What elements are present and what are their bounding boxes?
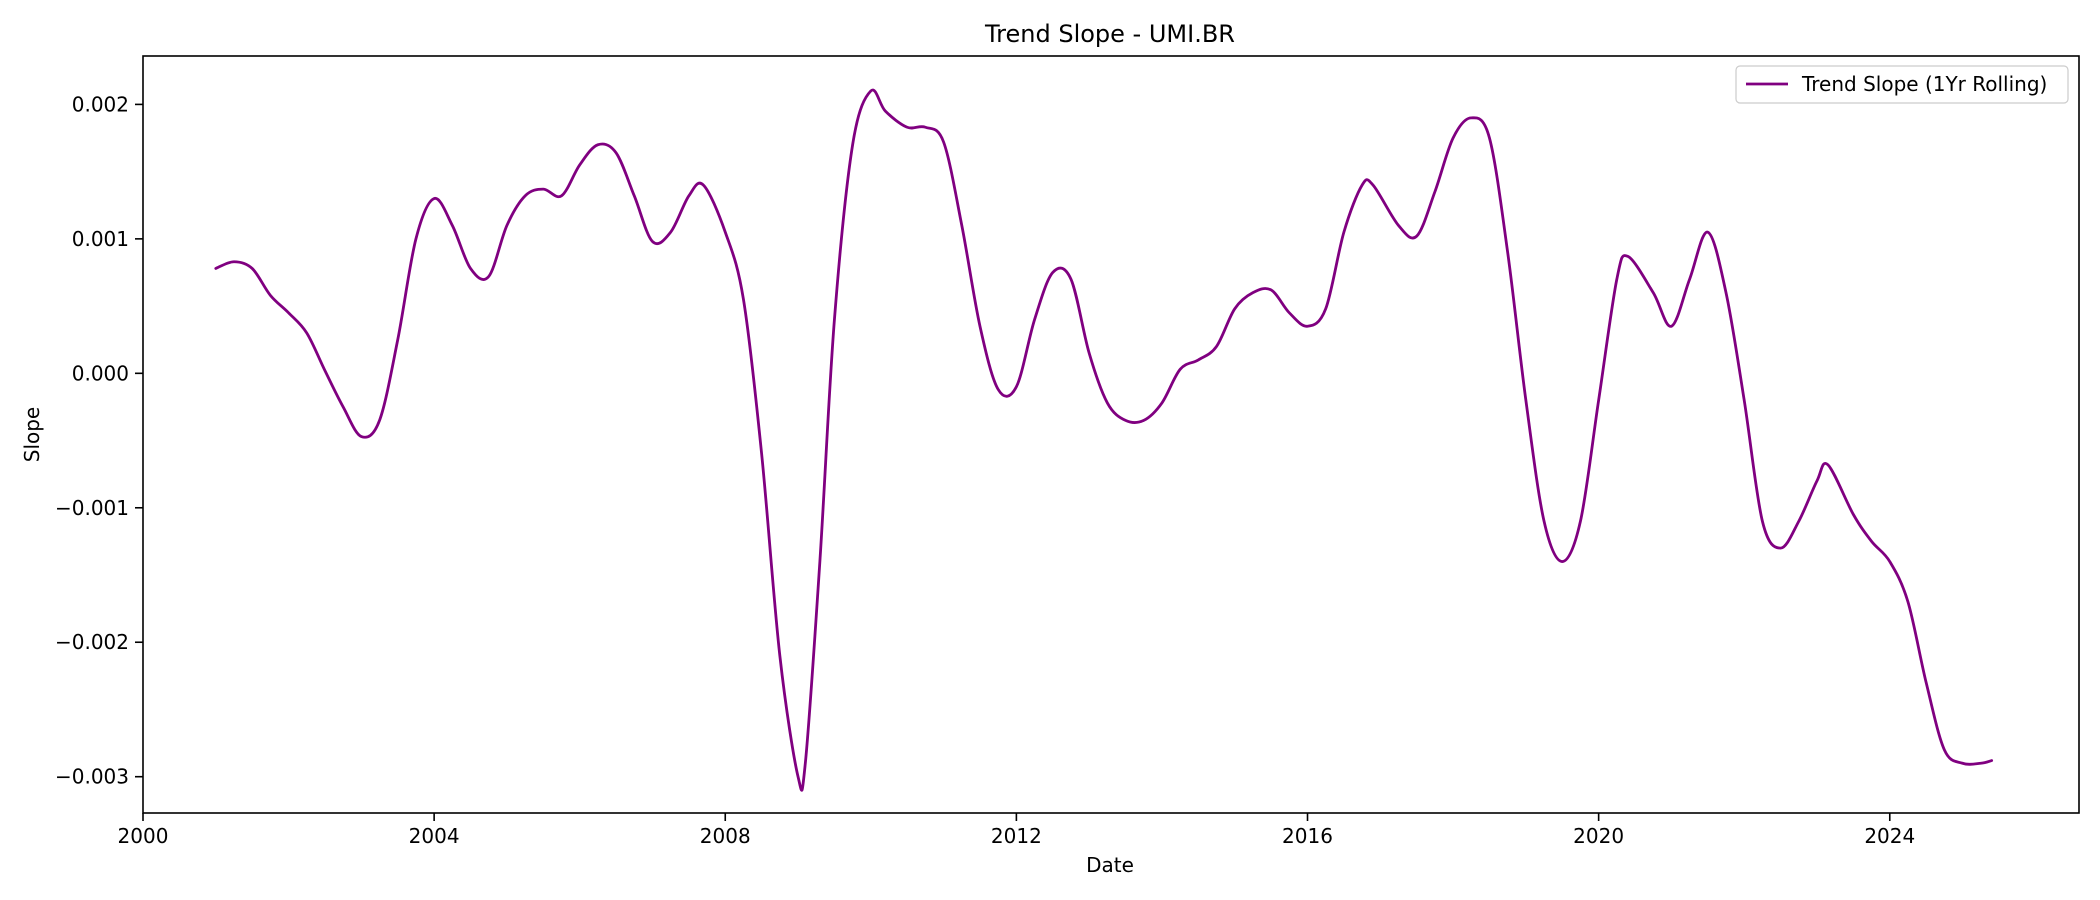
y-axis-label: Slope	[20, 407, 44, 463]
y-ticks: 0.002 0.001 0.000 −0.001 −0.002 −0.003	[55, 92, 143, 789]
series-line	[214, 88, 1994, 792]
plot-lines	[214, 88, 1994, 792]
x-tick-label: 2016	[1282, 824, 1333, 848]
x-ticks: 2000 2004 2008 2012 2016 2020 2024	[118, 813, 1915, 848]
y-tick-label: 0.000	[72, 361, 129, 385]
x-tick-label: 2020	[1573, 824, 1624, 848]
y-tick-label: 0.002	[72, 92, 129, 116]
x-tick-label: 2008	[700, 824, 751, 848]
y-tick-label: −0.003	[55, 765, 129, 789]
chart-title: Trend Slope - UMI.BR	[984, 20, 1235, 48]
x-tick-label: 2000	[118, 824, 169, 848]
legend-label: Trend Slope (1Yr Rolling)	[1801, 72, 2047, 96]
y-tick-label: 0.001	[72, 227, 129, 251]
x-axis-label: Date	[1086, 853, 1134, 877]
x-tick-label: 2004	[409, 824, 460, 848]
plot-area-frame	[142, 55, 2080, 814]
legend: Trend Slope (1Yr Rolling)	[1735, 65, 2069, 104]
y-tick-label: −0.001	[55, 496, 129, 520]
legend-box	[1735, 65, 2069, 104]
x-tick-label: 2012	[991, 824, 1042, 848]
y-tick-label: −0.002	[55, 630, 129, 654]
x-tick-label: 2024	[1864, 824, 1915, 848]
